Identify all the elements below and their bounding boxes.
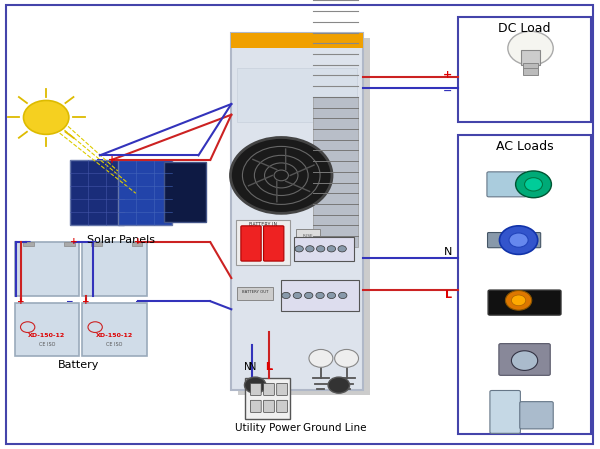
FancyBboxPatch shape <box>313 97 358 247</box>
Circle shape <box>509 233 528 247</box>
FancyBboxPatch shape <box>250 401 261 412</box>
Text: BATTERY IN: BATTERY IN <box>249 222 277 227</box>
Text: +: + <box>82 297 90 306</box>
FancyBboxPatch shape <box>277 383 287 396</box>
FancyBboxPatch shape <box>263 226 284 261</box>
FancyBboxPatch shape <box>82 242 146 296</box>
FancyBboxPatch shape <box>523 68 538 75</box>
FancyBboxPatch shape <box>14 303 79 356</box>
FancyBboxPatch shape <box>458 135 591 434</box>
Circle shape <box>338 246 346 252</box>
FancyBboxPatch shape <box>23 242 34 246</box>
FancyBboxPatch shape <box>490 391 520 433</box>
Text: XD-150-12: XD-150-12 <box>95 333 133 338</box>
Text: DC Load: DC Load <box>499 22 551 35</box>
FancyBboxPatch shape <box>237 287 273 300</box>
Text: N: N <box>248 362 256 372</box>
Circle shape <box>499 226 538 255</box>
FancyBboxPatch shape <box>523 63 538 69</box>
FancyBboxPatch shape <box>250 383 261 396</box>
FancyBboxPatch shape <box>238 38 370 395</box>
FancyBboxPatch shape <box>499 343 550 375</box>
Text: −: − <box>96 155 104 165</box>
FancyBboxPatch shape <box>70 160 124 224</box>
Circle shape <box>511 295 526 306</box>
Text: −: − <box>134 297 142 306</box>
Text: AC Loads: AC Loads <box>496 140 553 153</box>
Text: −: − <box>443 86 452 96</box>
FancyBboxPatch shape <box>131 242 142 246</box>
Circle shape <box>295 246 304 252</box>
Text: L: L <box>445 290 452 300</box>
Circle shape <box>316 292 324 299</box>
FancyBboxPatch shape <box>521 50 540 65</box>
Circle shape <box>309 349 333 367</box>
FancyBboxPatch shape <box>245 379 290 418</box>
Circle shape <box>508 31 553 65</box>
Text: −: − <box>89 237 97 246</box>
FancyBboxPatch shape <box>5 5 593 445</box>
Circle shape <box>244 377 266 393</box>
Circle shape <box>524 178 542 191</box>
Text: +: + <box>134 237 142 246</box>
FancyBboxPatch shape <box>64 242 75 246</box>
Text: Ground Line: Ground Line <box>303 423 367 432</box>
FancyBboxPatch shape <box>164 162 206 222</box>
Circle shape <box>282 292 290 299</box>
FancyBboxPatch shape <box>281 280 359 311</box>
FancyBboxPatch shape <box>277 401 287 412</box>
Text: Utility Power: Utility Power <box>235 423 300 432</box>
Circle shape <box>338 292 347 299</box>
Text: +: + <box>443 70 452 80</box>
Text: N: N <box>444 247 452 257</box>
Circle shape <box>306 246 314 252</box>
Circle shape <box>327 292 335 299</box>
Circle shape <box>305 292 313 299</box>
Text: −: − <box>65 297 72 306</box>
Circle shape <box>335 349 359 367</box>
Text: +: + <box>70 237 78 246</box>
Text: L: L <box>265 362 271 372</box>
FancyBboxPatch shape <box>14 242 79 296</box>
Text: −: − <box>23 237 30 246</box>
Text: +: + <box>108 155 116 165</box>
Text: BATTERY OUT: BATTERY OUT <box>242 291 268 295</box>
Circle shape <box>511 351 538 370</box>
FancyBboxPatch shape <box>82 303 146 356</box>
FancyBboxPatch shape <box>232 33 363 48</box>
Circle shape <box>230 137 332 213</box>
Text: Solar Panels: Solar Panels <box>87 235 155 245</box>
Text: XD-150-12: XD-150-12 <box>28 333 65 338</box>
FancyBboxPatch shape <box>295 237 354 261</box>
FancyBboxPatch shape <box>91 242 102 246</box>
Circle shape <box>316 246 325 252</box>
Text: L: L <box>266 362 272 372</box>
Circle shape <box>505 291 532 310</box>
Circle shape <box>328 377 350 393</box>
Text: CE ISO: CE ISO <box>106 342 122 347</box>
FancyBboxPatch shape <box>232 33 363 390</box>
FancyBboxPatch shape <box>236 220 290 264</box>
FancyBboxPatch shape <box>487 172 526 197</box>
FancyBboxPatch shape <box>296 229 320 251</box>
FancyBboxPatch shape <box>263 383 274 396</box>
Text: Battery: Battery <box>58 360 100 370</box>
Text: N: N <box>244 362 252 372</box>
FancyBboxPatch shape <box>520 402 553 429</box>
Circle shape <box>515 171 551 198</box>
FancyBboxPatch shape <box>488 290 561 315</box>
FancyBboxPatch shape <box>458 17 591 122</box>
FancyBboxPatch shape <box>263 401 274 412</box>
FancyBboxPatch shape <box>118 160 172 224</box>
Circle shape <box>23 101 69 134</box>
Text: +: + <box>17 297 25 306</box>
Text: FUSE: FUSE <box>302 233 313 238</box>
Circle shape <box>327 246 335 252</box>
Text: CE ISO: CE ISO <box>38 342 55 347</box>
FancyBboxPatch shape <box>237 68 357 122</box>
Circle shape <box>293 292 302 299</box>
FancyBboxPatch shape <box>488 233 541 248</box>
FancyBboxPatch shape <box>241 226 261 261</box>
